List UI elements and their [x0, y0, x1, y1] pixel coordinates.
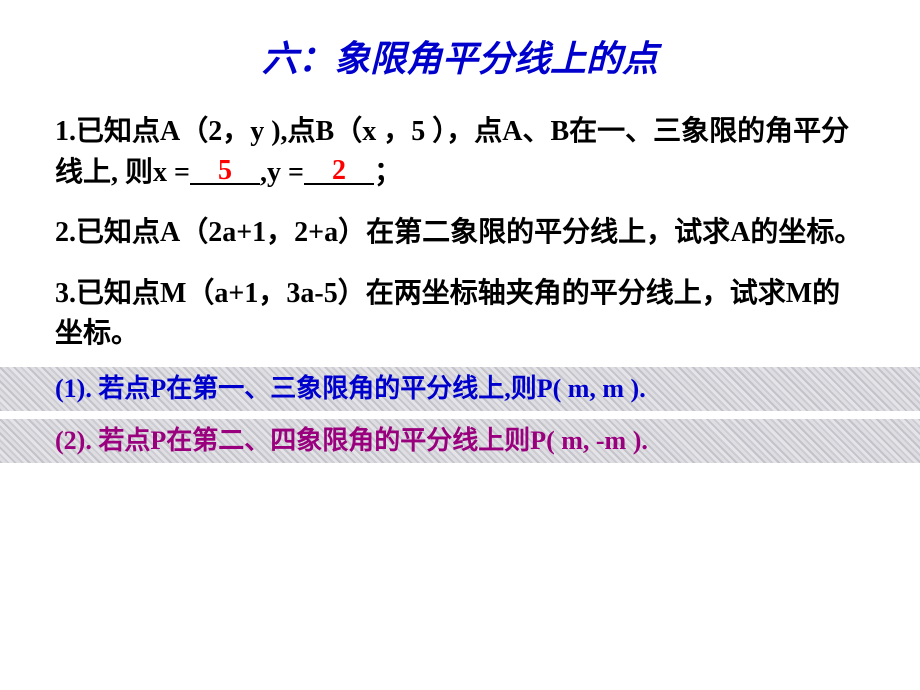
problem-2: 2.已知点A（2a+1，2+a）在第二象限的平分线上，试求A的坐标。 — [0, 203, 920, 264]
problem-3: 3.已知点M（a+1，3a-5）在两坐标轴夹角的平分线上，试求M的坐标。 — [0, 264, 920, 365]
problem-1-text-a: 1.已知点A（2，y ),点B（x ，5 ），点A、B在一、三象限的角平分线上,… — [55, 116, 849, 188]
rule-1: (1). 若点P在第一、三象限角的平分线上,则P( m, m ). — [0, 367, 920, 411]
problem-1: 1.已知点A（2，y ),点B（x ，5 ），点A、B在一、三象限的角平分线上,… — [0, 102, 920, 203]
answer-x: 5 — [195, 151, 255, 192]
blank-y: 2 — [304, 153, 374, 186]
problem-1-text-c: ； — [374, 157, 402, 188]
blank-x: 5 — [190, 153, 260, 186]
problem-1-text-b: ,y = — [260, 157, 304, 188]
answer-y: 2 — [309, 151, 369, 192]
section-title: 六：象限角平分线上的点 — [0, 0, 920, 102]
rule-2: (2). 若点P在第二、四象限角的平分线上则P( m, -m ). — [0, 419, 920, 463]
